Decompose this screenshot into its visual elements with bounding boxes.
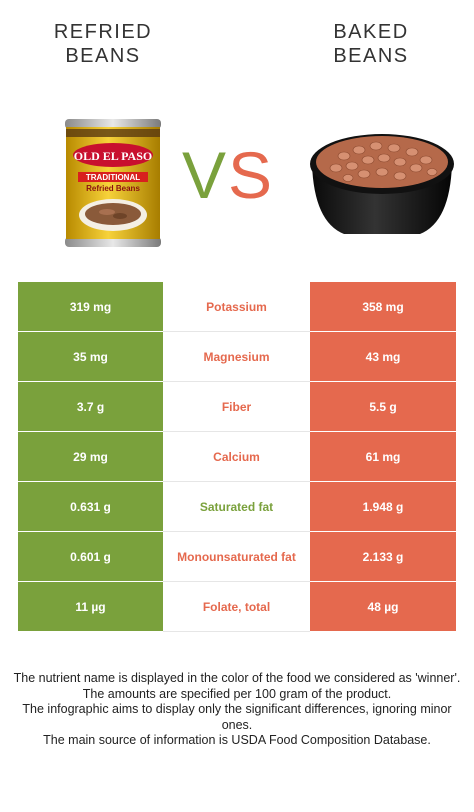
- left-food-value: 29 mg: [18, 432, 163, 481]
- vs-label: VS: [182, 140, 274, 210]
- table-row: 0.631 g Saturated fat 1.948 g: [18, 482, 456, 532]
- nutrient-name: Magnesium: [163, 332, 310, 382]
- left-food-value: 35 mg: [18, 332, 163, 381]
- right-food-value: 2.133 g: [310, 532, 456, 581]
- table-row: 35 mg Magnesium 43 mg: [18, 332, 456, 382]
- footnote: The nutrient name is displayed in the co…: [10, 671, 464, 749]
- footnote-line: The main source of information is USDA F…: [43, 733, 431, 748]
- baked-beans-bowl-image: [310, 134, 454, 234]
- right-food-value: 5.5 g: [310, 382, 456, 431]
- right-food-value: 358 mg: [310, 282, 456, 331]
- footnote-line: The amounts are specified per 100 gram o…: [82, 686, 392, 701]
- nutrient-name: Calcium: [163, 432, 310, 482]
- nutrient-name: Fiber: [163, 382, 310, 432]
- right-food-value: 61 mg: [310, 432, 456, 481]
- vs-v-letter: V: [182, 138, 229, 212]
- can-label-line1: TRADITIONAL: [86, 173, 140, 182]
- footnote-line: The infographic aims to display only the…: [22, 702, 452, 732]
- nutrient-comparison-table: 319 mg Potassium 358 mg 35 mg Magnesium 43 mg…: [18, 282, 456, 632]
- table-row: 11 µg Folate, total 48 µg: [18, 582, 456, 632]
- right-food-title-line1: BAKED: [333, 21, 409, 43]
- right-food-value: 1.948 g: [310, 482, 456, 531]
- left-food-title: REFRIED BEANS: [18, 20, 188, 68]
- left-food-value: 11 µg: [18, 582, 163, 631]
- left-food-title-line1: REFRIED: [53, 21, 153, 43]
- nutrient-name: Folate, total: [163, 582, 310, 632]
- right-food-title: BAKED BEANS: [286, 20, 456, 68]
- left-food-value: 0.631 g: [18, 482, 163, 531]
- can-brand-text: OLD EL PASO: [74, 149, 152, 163]
- nutrient-name: Monounsaturated fat: [163, 532, 310, 582]
- footnote-line: The nutrient name is displayed in the co…: [13, 671, 461, 685]
- left-food-value: 319 mg: [18, 282, 163, 331]
- can-label-line2: Refried Beans: [86, 184, 140, 193]
- table-row: 319 mg Potassium 358 mg: [18, 282, 456, 332]
- table-row: 29 mg Calcium 61 mg: [18, 432, 456, 482]
- table-row: 0.601 g Monounsaturated fat 2.133 g: [18, 532, 456, 582]
- table-row: 3.7 g Fiber 5.5 g: [18, 382, 456, 432]
- right-food-title-line2: BEANS: [333, 45, 409, 67]
- right-food-value: 43 mg: [310, 332, 456, 381]
- nutrient-name: Potassium: [163, 282, 310, 332]
- left-food-value: 3.7 g: [18, 382, 163, 431]
- left-food-title-line2: BEANS: [65, 45, 141, 67]
- nutrient-name: Saturated fat: [163, 482, 310, 532]
- refried-beans-can-image: OLD EL PASO TRADITIONAL Refried Beans: [65, 119, 161, 247]
- left-food-value: 0.601 g: [18, 532, 163, 581]
- right-food-value: 48 µg: [310, 582, 456, 631]
- vs-s-letter: S: [228, 138, 275, 212]
